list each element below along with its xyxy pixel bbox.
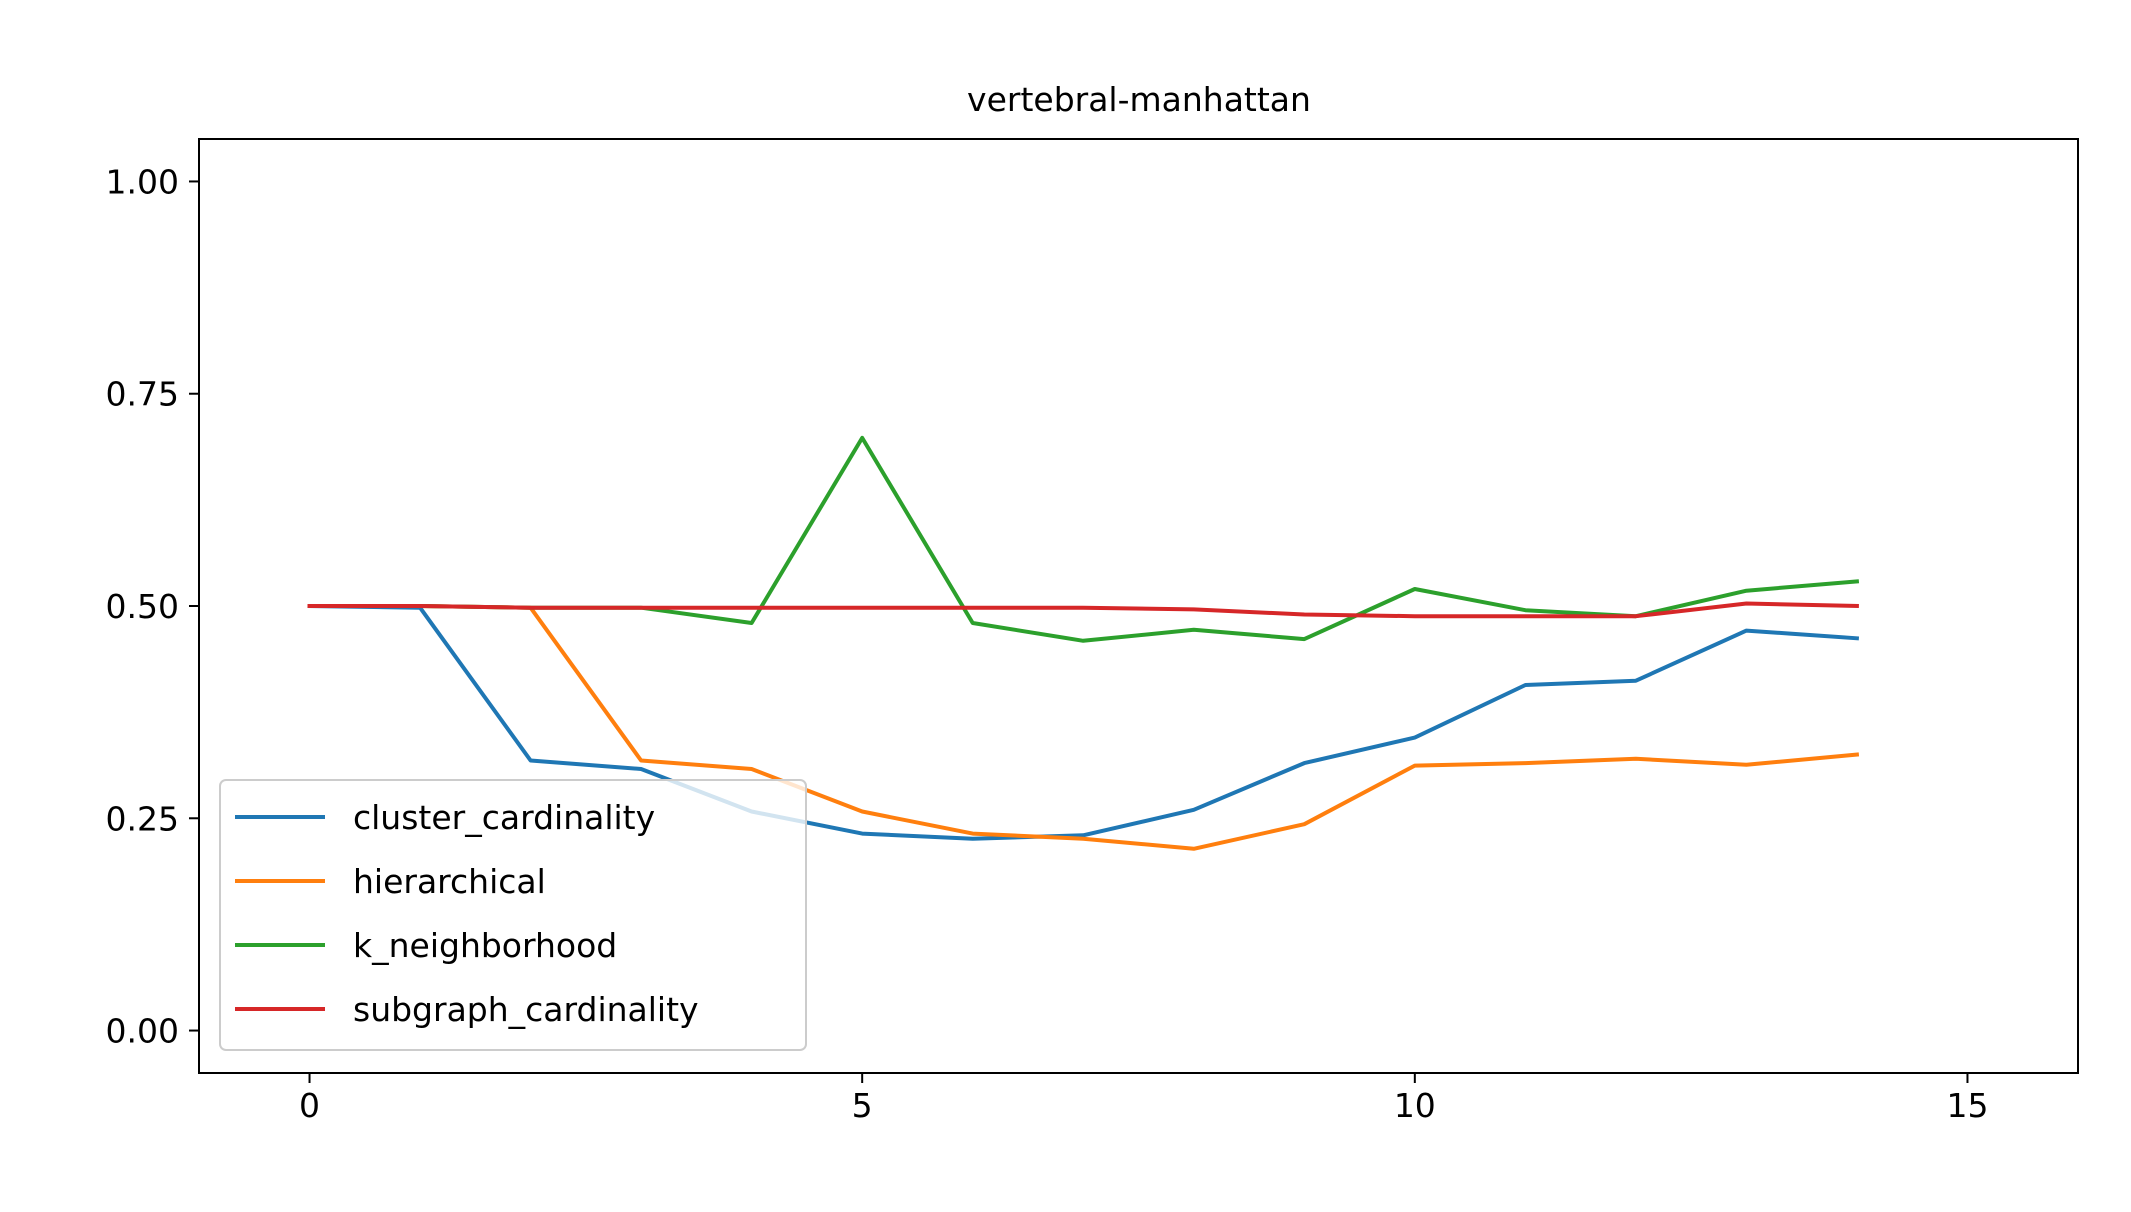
legend: cluster_cardinality hierarchical k_neighbo…	[219, 779, 807, 1051]
x-tick-label: 10	[1394, 1086, 1436, 1125]
x-tick-label: 5	[852, 1086, 873, 1125]
y-tick-label: 0.25	[106, 799, 179, 838]
series-lines	[307, 435, 1860, 851]
x-axis: 0 5 10 15	[299, 1073, 1988, 1125]
x-tick-label: 15	[1946, 1086, 1988, 1125]
series-line-subgraph-cardinality	[307, 601, 1859, 619]
series-line-hierarchical	[307, 604, 1860, 851]
y-tick-label: 0.75	[106, 375, 179, 414]
legend-label: k_neighborhood	[353, 926, 617, 965]
y-tick-label: 0.50	[106, 587, 179, 626]
y-tick-label: 0.00	[106, 1012, 179, 1051]
y-tick-label: 1.00	[106, 162, 179, 201]
legend-label: cluster_cardinality	[353, 798, 655, 837]
legend-label: hierarchical	[353, 862, 546, 901]
chart-title: vertebral-manhattan	[967, 80, 1311, 119]
legend-label: subgraph_cardinality	[353, 990, 699, 1029]
legend-box	[219, 779, 807, 1051]
y-axis: 0.00 0.25 0.50 0.75 1.00	[106, 162, 199, 1051]
series-line-cluster-cardinality	[307, 603, 1860, 841]
x-tick-label: 0	[299, 1086, 320, 1125]
